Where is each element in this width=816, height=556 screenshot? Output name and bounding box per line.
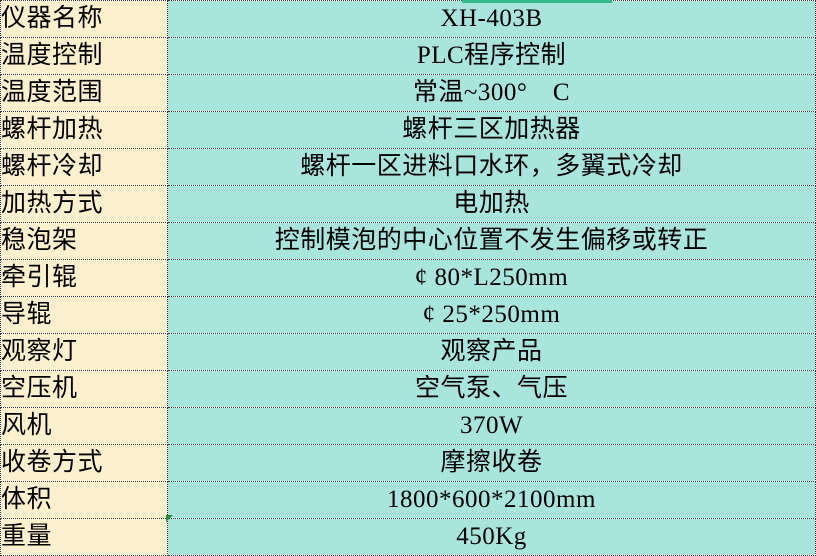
spec-label-cell: 导辊 bbox=[0, 296, 168, 334]
table-row: 观察灯 观察产品 bbox=[0, 333, 816, 371]
table-row: 导辊 ¢ 25*250mm bbox=[0, 296, 816, 334]
spec-label-cell: 螺杆冷却 bbox=[0, 148, 168, 186]
spec-value-cell: PLC程序控制 bbox=[167, 37, 816, 75]
table-row: 稳泡架 控制模泡的中心位置不发生偏移或转正 bbox=[0, 222, 816, 260]
spec-label-cell: 体积 bbox=[0, 481, 168, 519]
spec-label-cell: 牵引辊 bbox=[0, 259, 168, 297]
spec-label-cell: 螺杆加热 bbox=[0, 111, 168, 149]
spec-value-cell: 电加热 bbox=[167, 185, 816, 223]
spec-label-cell: 仪器名称 bbox=[0, 0, 168, 38]
table-row: 体积 1800*600*2100mm bbox=[0, 481, 816, 519]
table-row: 空压机 空气泵、气压 bbox=[0, 370, 816, 408]
spec-value-cell: 1800*600*2100mm bbox=[167, 481, 816, 519]
spec-value-cell: 摩擦收卷 bbox=[167, 444, 816, 482]
table-row: 螺杆加热 螺杆三区加热器 bbox=[0, 111, 816, 149]
spec-value-cell: 螺杆一区进料口水环，多翼式冷却 bbox=[167, 148, 816, 186]
spec-value-cell: 观察产品 bbox=[167, 333, 816, 371]
table-row: 收卷方式 摩擦收卷 bbox=[0, 444, 816, 482]
spec-label-cell: 加热方式 bbox=[0, 185, 168, 223]
table-row: 牵引辊 ¢ 80*L250mm bbox=[0, 259, 816, 297]
spec-label-cell: 空压机 bbox=[0, 370, 168, 408]
spec-label-cell: 稳泡架 bbox=[0, 222, 168, 260]
table-row: 重量 450Kg bbox=[0, 518, 816, 556]
spec-value-cell: 空气泵、气压 bbox=[167, 370, 816, 408]
spec-value-cell: 常温~300° C bbox=[167, 74, 816, 112]
spec-label-cell: 观察灯 bbox=[0, 333, 168, 371]
table-row: 螺杆冷却 螺杆一区进料口水环，多翼式冷却 bbox=[0, 148, 816, 186]
table-row: 风机 370W bbox=[0, 407, 816, 445]
spec-label-cell: 风机 bbox=[0, 407, 168, 445]
spec-label-cell: 温度控制 bbox=[0, 37, 168, 75]
spec-label-cell: 温度范围 bbox=[0, 74, 168, 112]
table-row: 仪器名称 XH-403B bbox=[0, 0, 816, 38]
table-row: 加热方式 电加热 bbox=[0, 185, 816, 223]
spec-value-cell: ¢ 80*L250mm bbox=[167, 259, 816, 297]
spec-label-cell: 收卷方式 bbox=[0, 444, 168, 482]
spec-value-cell: ¢ 25*250mm bbox=[167, 296, 816, 334]
spec-value-cell: 控制模泡的中心位置不发生偏移或转正 bbox=[167, 222, 816, 260]
spec-value-cell: 370W bbox=[167, 407, 816, 445]
spec-value-cell: XH-403B bbox=[167, 0, 816, 38]
table-row: 温度范围 常温~300° C bbox=[0, 74, 816, 112]
table-row: 温度控制 PLC程序控制 bbox=[0, 37, 816, 75]
spec-value-cell: 450Kg bbox=[167, 518, 816, 556]
spec-value-cell: 螺杆三区加热器 bbox=[167, 111, 816, 149]
spec-label-cell: 重量 bbox=[0, 518, 168, 556]
